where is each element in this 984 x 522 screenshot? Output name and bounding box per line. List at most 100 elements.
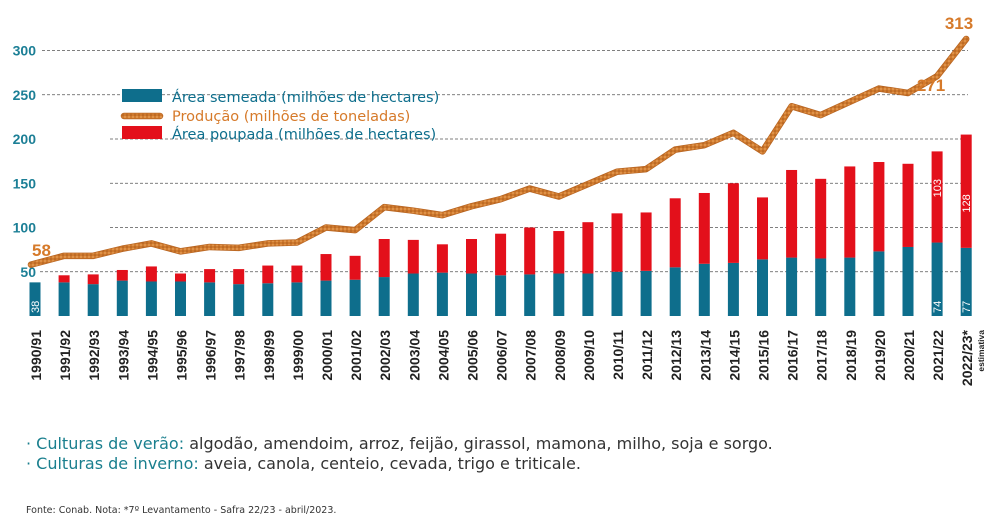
bar-area-poupada-23 <box>698 192 710 264</box>
bar-area-poupada-27 <box>815 178 827 259</box>
legend-swatch-area-poupada <box>122 126 162 139</box>
label-poupada-prev: 103 <box>932 179 944 197</box>
x-tick-25: 2015/16 <box>756 330 772 381</box>
x-tick-24: 2014/15 <box>726 330 742 381</box>
y-axis: 50 100 150 200 250 300 <box>13 43 37 280</box>
bar-area-semeada-17 <box>524 274 536 316</box>
bar-area-poupada-17 <box>524 227 536 275</box>
note-inverno-lead: · Culturas de inverno: <box>26 454 199 473</box>
x-tick-19: 2009/10 <box>581 330 597 381</box>
x-axis: 1990/91 1991/92 1992/93 1993/94 1994/95 1995/… <box>28 329 984 386</box>
data-labels: 38 74 77 103 128 58 271 313 <box>30 14 973 313</box>
note-verao-text: algodão, amendoim, arroz, feijão, girass… <box>184 434 773 453</box>
x-tick-11: 2001/02 <box>348 330 364 381</box>
x-tick-31: 2021/22 <box>930 330 946 381</box>
bar-area-semeada-24 <box>727 262 739 316</box>
x-tick-12: 2002/03 <box>377 330 393 381</box>
bar-area-poupada-5 <box>175 273 186 282</box>
y-tick-100: 100 <box>13 220 37 236</box>
bar-area-semeada-3 <box>116 280 128 316</box>
bar-area-poupada-13 <box>407 239 419 274</box>
production-line-group <box>27 35 970 268</box>
bar-area-semeada-10 <box>320 280 332 316</box>
bar-area-poupada-29 <box>873 162 885 252</box>
bar-area-semeada-6 <box>204 282 216 316</box>
legend-label-area-semeada: Área semeada (milhões de hectares) <box>172 89 439 106</box>
bar-area-semeada-19 <box>582 273 594 316</box>
note-verao-lead: · Culturas de verão: <box>26 434 185 453</box>
y-tick-200: 200 <box>13 131 37 147</box>
bar-area-semeada-32 <box>960 247 972 316</box>
x-tick-26: 2016/17 <box>785 330 801 381</box>
x-tick-4: 1994/95 <box>144 330 160 381</box>
x-tick-28: 2018/19 <box>843 330 859 381</box>
bar-area-poupada-4 <box>145 266 157 282</box>
note-inverno: · Culturas de inverno: aveia, canola, ce… <box>26 454 773 474</box>
bar-area-poupada-14 <box>436 244 448 273</box>
bar-area-poupada-20 <box>611 213 623 272</box>
source-note: Fonte: Conab. Nota: *7º Levantamento - S… <box>26 505 337 516</box>
bar-area-poupada-24 <box>727 183 739 263</box>
x-tick-17: 2007/08 <box>523 330 539 381</box>
bar-area-semeada-4 <box>145 281 157 316</box>
bar-area-poupada-1 <box>58 275 70 283</box>
x-tick-15: 2005/06 <box>465 330 481 381</box>
x-tick-32: 2022/23* <box>959 329 975 386</box>
label-area-last: 77 <box>961 301 973 313</box>
bar-area-poupada-15 <box>466 239 477 274</box>
bar-area-poupada-7 <box>233 269 245 285</box>
legend: Área semeada (milhões de hectares) Produç… <box>120 89 439 143</box>
y-tick-150: 150 <box>13 175 37 191</box>
legend-swatch-area-semeada <box>122 89 162 102</box>
label-area-prev: 74 <box>932 301 944 313</box>
label-production-first: 58 <box>32 241 51 260</box>
bar-area-poupada-25 <box>757 197 768 260</box>
x-tick-21: 2011/12 <box>639 330 655 380</box>
bar-area-semeada-30 <box>902 246 914 316</box>
production-line <box>28 36 969 268</box>
bar-area-semeada-26 <box>786 257 798 316</box>
bar-area-semeada-16 <box>495 275 507 316</box>
note-verao: · Culturas de verão: algodão, amendoim, … <box>26 434 773 454</box>
x-tick-10: 2000/01 <box>319 330 335 381</box>
x-tick-1: 1991/92 <box>57 330 73 381</box>
bar-area-semeada-7 <box>233 284 245 316</box>
label-production-last: 313 <box>945 14 973 33</box>
bar-area-semeada-11 <box>349 279 361 316</box>
bar-area-semeada-23 <box>698 263 710 316</box>
bar-area-poupada-21 <box>640 212 652 271</box>
note-inverno-text: aveia, canola, centeio, cevada, trigo e … <box>198 454 581 473</box>
bar-area-poupada-22 <box>669 198 681 268</box>
bar-area-semeada-12 <box>378 277 390 316</box>
x-tick-20: 2010/11 <box>610 330 626 380</box>
x-tick-23: 2013/14 <box>697 330 713 381</box>
legend-label-producao: Produção (milhões de toneladas) <box>172 109 410 125</box>
x-tick-9: 1999/00 <box>290 330 306 381</box>
x-tick-22: 2012/13 <box>668 330 684 381</box>
bar-area-poupada-8 <box>262 265 274 284</box>
x-tick-27: 2017/18 <box>814 330 830 381</box>
x-tick-13: 2003/04 <box>406 330 422 381</box>
x-tick-8: 1998/99 <box>261 330 277 381</box>
x-tick-0: 1990/91 <box>28 330 44 381</box>
bar-area-semeada-2 <box>87 284 99 316</box>
bar-area-poupada-2 <box>87 274 99 285</box>
y-tick-50: 50 <box>20 264 36 280</box>
notes: · Culturas de verão: algodão, amendoim, … <box>26 434 773 474</box>
x-tick-29: 2019/20 <box>872 330 888 381</box>
bar-area-semeada-15 <box>466 273 477 316</box>
bar-area-semeada-29 <box>873 251 885 316</box>
bar-area-poupada-30 <box>902 163 914 247</box>
bar-area-poupada-31 <box>931 151 943 243</box>
bar-area-semeada-9 <box>291 282 303 316</box>
x-tick-2: 1992/93 <box>86 330 102 381</box>
bar-area-semeada-13 <box>407 273 419 316</box>
x-tick-note: estimativa <box>976 330 984 372</box>
bar-area-poupada-12 <box>378 239 390 278</box>
bar-area-poupada-9 <box>291 265 303 283</box>
label-poupada-last: 128 <box>961 194 973 212</box>
bar-area-poupada-26 <box>786 169 798 258</box>
x-tick-7: 1997/98 <box>232 330 248 381</box>
label-production-prev: 271 <box>917 76 945 95</box>
